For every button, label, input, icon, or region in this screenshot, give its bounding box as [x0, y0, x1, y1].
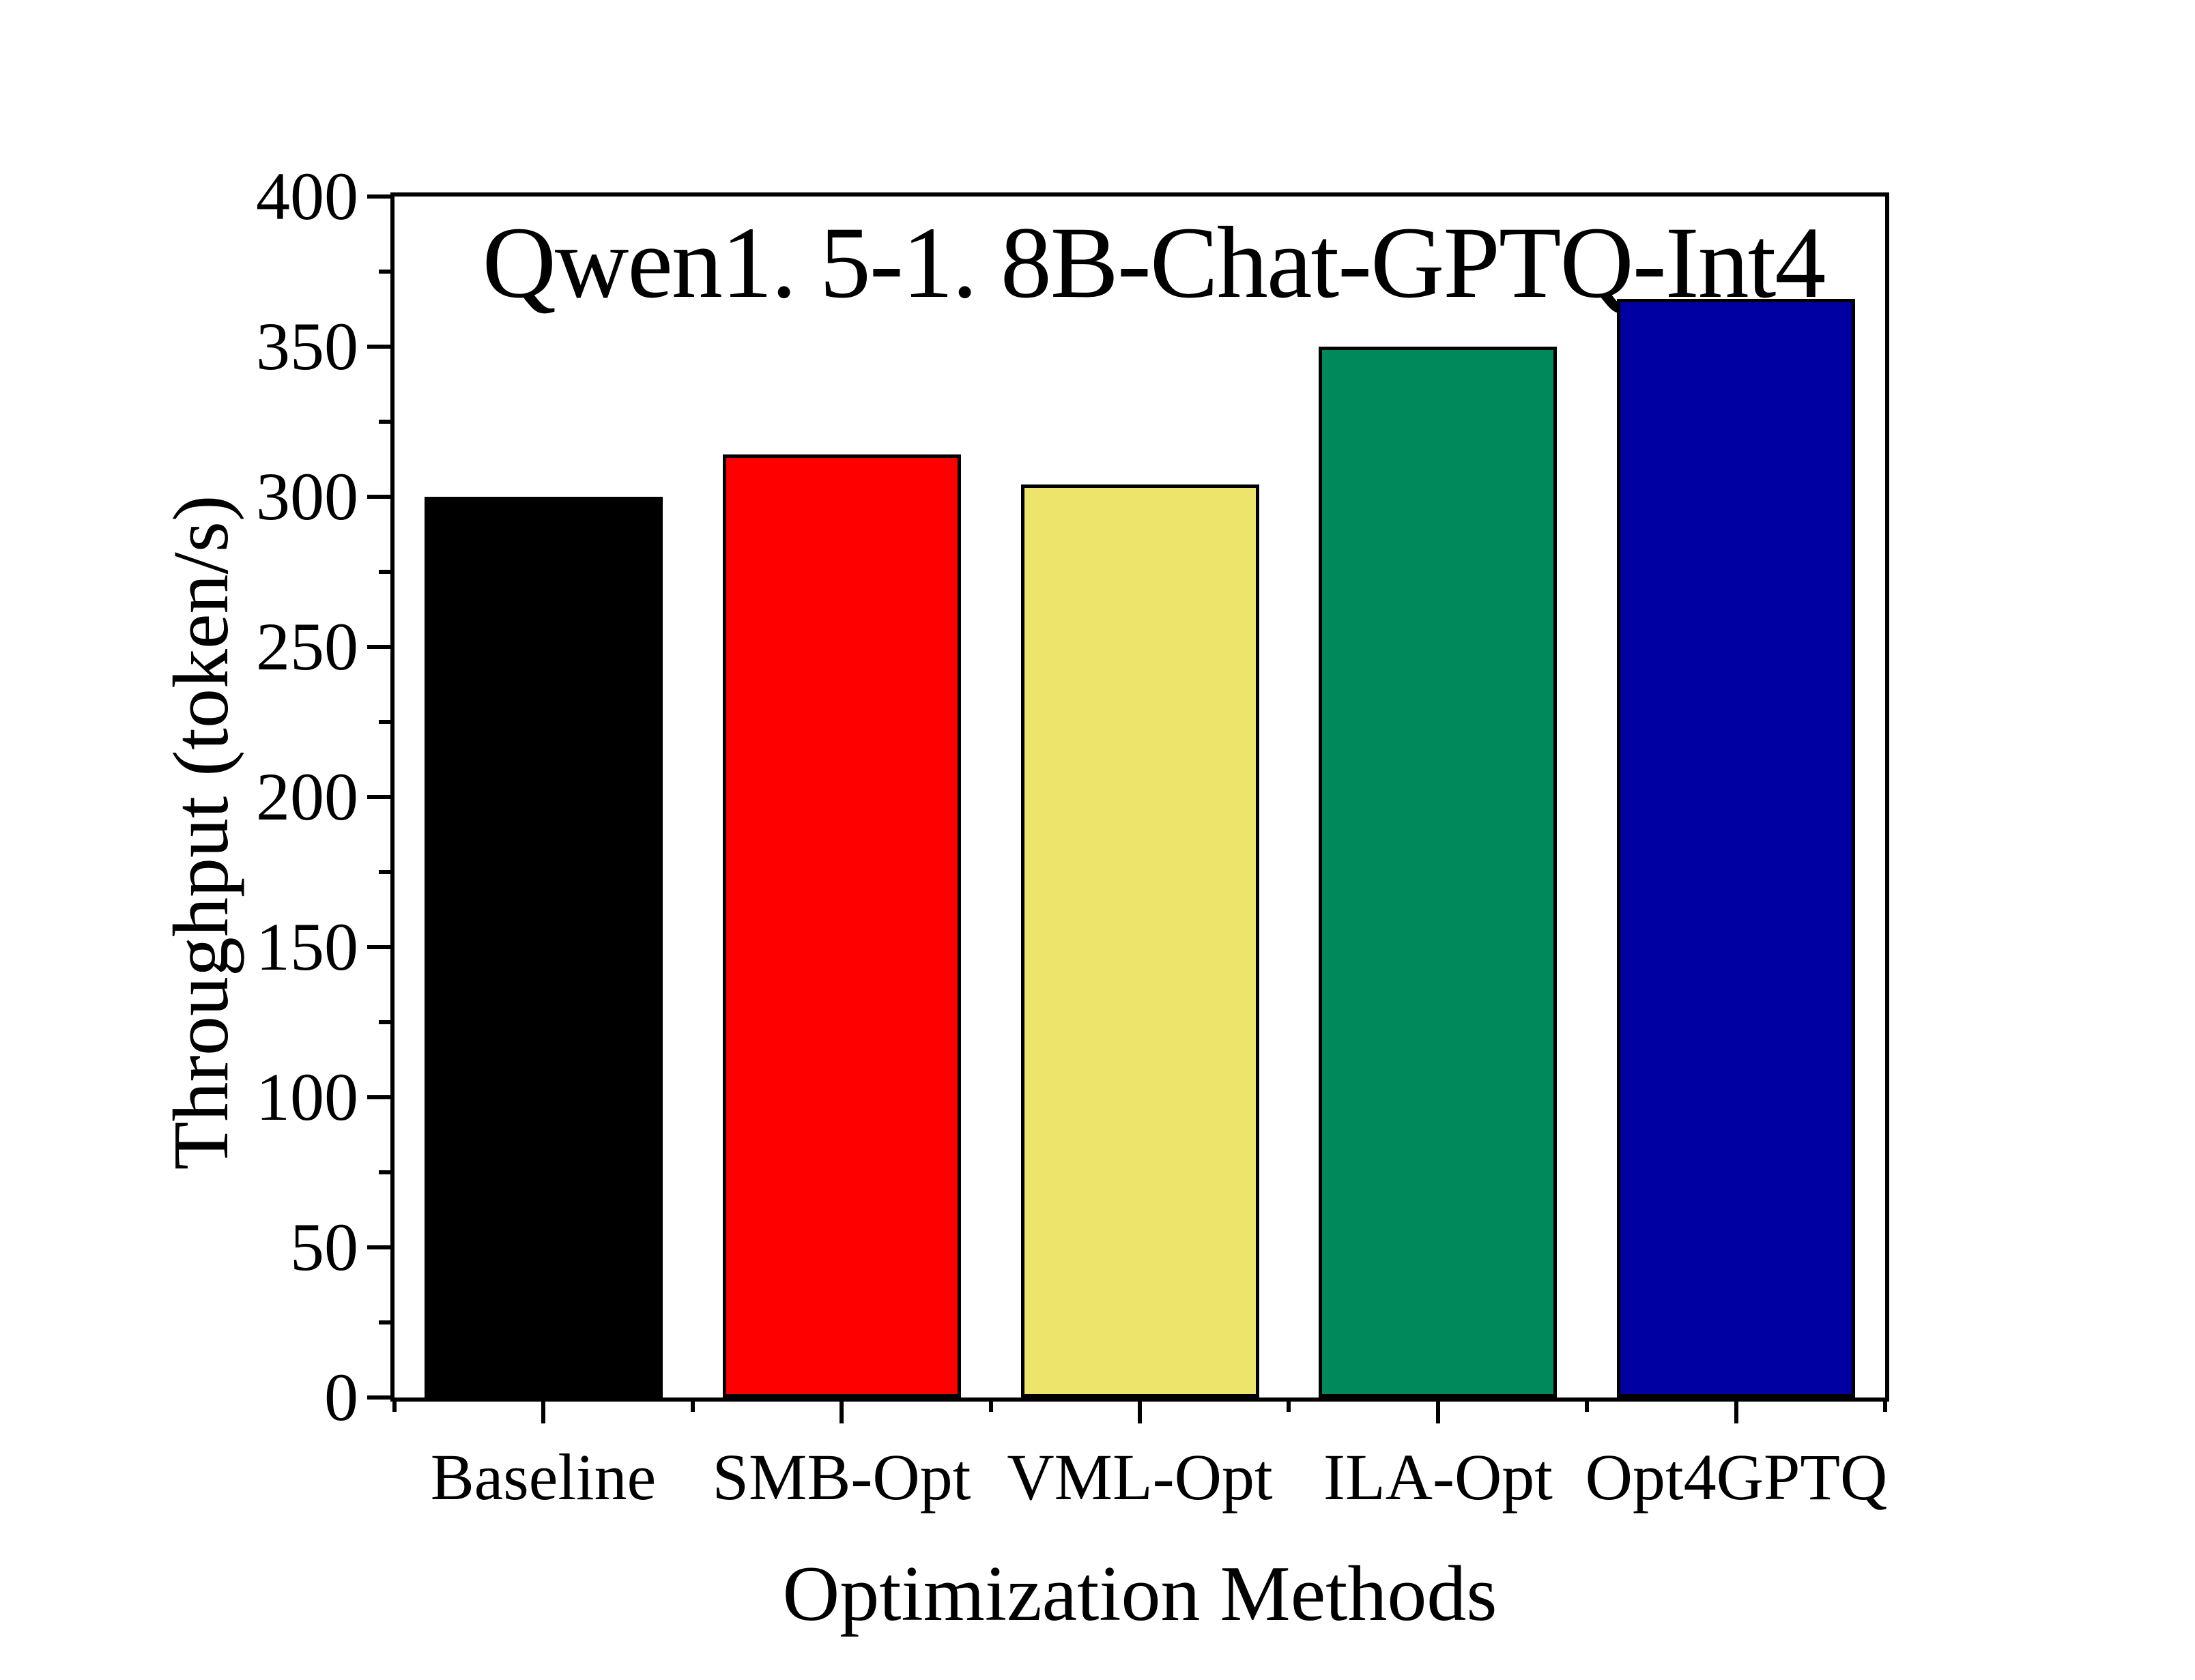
y-minor-tick — [379, 1020, 390, 1024]
bar-smb-opt — [723, 454, 961, 1397]
y-major-tick — [367, 495, 390, 499]
bar-opt4gptq — [1617, 299, 1855, 1397]
y-tick-label: 100 — [256, 1059, 358, 1135]
x-tick-label-smb-opt: SMB-Opt — [712, 1440, 971, 1514]
y-major-tick — [367, 1395, 390, 1400]
y-minor-tick — [379, 720, 390, 724]
y-minor-tick — [379, 270, 390, 274]
y-major-tick — [367, 795, 390, 799]
x-tick-label-baseline: Baseline — [430, 1440, 657, 1514]
y-major-tick — [367, 945, 390, 949]
x-minor-tick — [392, 1402, 397, 1412]
x-minor-tick — [1883, 1402, 1887, 1412]
y-major-tick — [367, 1095, 390, 1099]
x-major-tick — [1436, 1402, 1440, 1423]
x-minor-tick — [1287, 1402, 1291, 1412]
y-tick-label: 150 — [256, 909, 358, 985]
x-major-tick — [541, 1402, 545, 1423]
y-major-tick — [367, 1245, 390, 1249]
x-major-tick — [1734, 1402, 1738, 1423]
y-tick-label: 300 — [256, 459, 358, 534]
y-minor-tick — [379, 870, 390, 874]
bar-baseline — [425, 497, 663, 1397]
x-minor-tick — [691, 1402, 695, 1412]
y-tick-label: 250 — [256, 609, 358, 684]
bar-ila-opt — [1319, 347, 1557, 1397]
y-tick-label: 0 — [324, 1359, 358, 1435]
x-major-tick — [840, 1402, 844, 1423]
x-major-tick — [1138, 1402, 1142, 1423]
y-minor-tick — [379, 420, 390, 424]
y-axis-title: Throughput (token/s) — [158, 495, 245, 1170]
y-tick-label: 50 — [290, 1209, 358, 1285]
y-major-tick — [367, 645, 390, 649]
y-minor-tick — [379, 1170, 390, 1174]
y-tick-label: 200 — [256, 759, 358, 835]
x-tick-label-vml-opt: VML-Opt — [1007, 1440, 1273, 1514]
y-major-tick — [367, 345, 390, 349]
y-tick-label: 350 — [256, 308, 358, 384]
chart-title: Qwen1. 5-1. 8B-Chat-GPTQ-Int4 — [482, 206, 1826, 319]
y-minor-tick — [379, 570, 390, 574]
x-tick-label-opt4gptq: Opt4GPTQ — [1585, 1440, 1888, 1514]
x-tick-label-ila-opt: ILA-Opt — [1323, 1440, 1553, 1514]
x-axis-title: Optimization Methods — [782, 1550, 1497, 1638]
y-tick-label: 400 — [256, 158, 358, 234]
y-major-tick — [367, 194, 390, 199]
bar-vml-opt — [1021, 484, 1259, 1397]
y-minor-tick — [379, 1320, 390, 1324]
x-minor-tick — [989, 1402, 993, 1412]
plot-area: Qwen1. 5-1. 8B-Chat-GPTQ-Int4 — [390, 192, 1889, 1402]
x-minor-tick — [1585, 1402, 1589, 1412]
